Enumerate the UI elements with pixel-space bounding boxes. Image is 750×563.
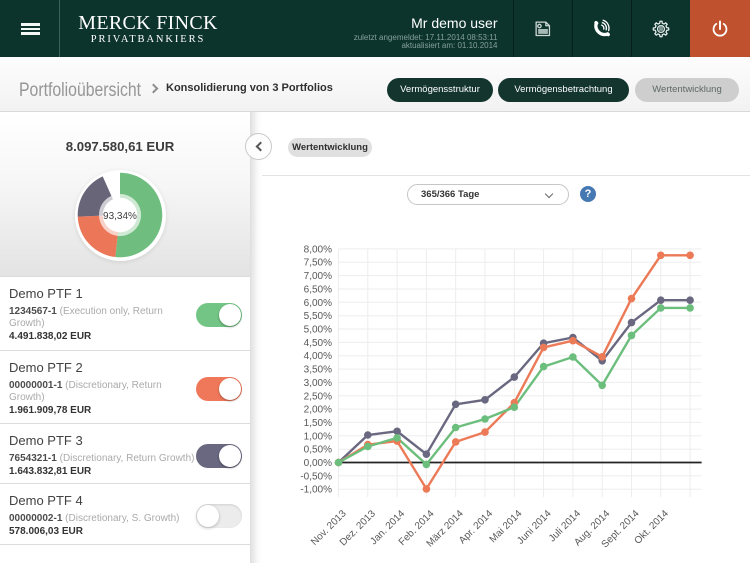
svg-text:-1,00%: -1,00% — [300, 485, 332, 496]
svg-text:0,50%: 0,50% — [304, 445, 332, 456]
svg-text:5,00%: 5,00% — [304, 325, 332, 336]
svg-text:6,50%: 6,50% — [304, 285, 332, 296]
svg-text:0,00%: 0,00% — [304, 458, 332, 469]
svg-text:2,50%: 2,50% — [304, 391, 332, 402]
svg-text:3,00%: 3,00% — [304, 378, 332, 389]
svg-text:3,50%: 3,50% — [304, 365, 332, 376]
svg-text:7,50%: 7,50% — [304, 258, 332, 269]
svg-text:1,50%: 1,50% — [304, 418, 332, 429]
svg-text:4,00%: 4,00% — [304, 351, 332, 362]
svg-text:6,00%: 6,00% — [304, 298, 332, 309]
svg-text:-0,50%: -0,50% — [300, 471, 332, 482]
svg-text:2,00%: 2,00% — [304, 405, 332, 416]
svg-text:7,00%: 7,00% — [304, 271, 332, 282]
svg-text:8,00%: 8,00% — [304, 244, 332, 255]
svg-text:5,50%: 5,50% — [304, 311, 332, 322]
svg-text:4,50%: 4,50% — [304, 338, 332, 349]
svg-text:1,00%: 1,00% — [304, 431, 332, 442]
